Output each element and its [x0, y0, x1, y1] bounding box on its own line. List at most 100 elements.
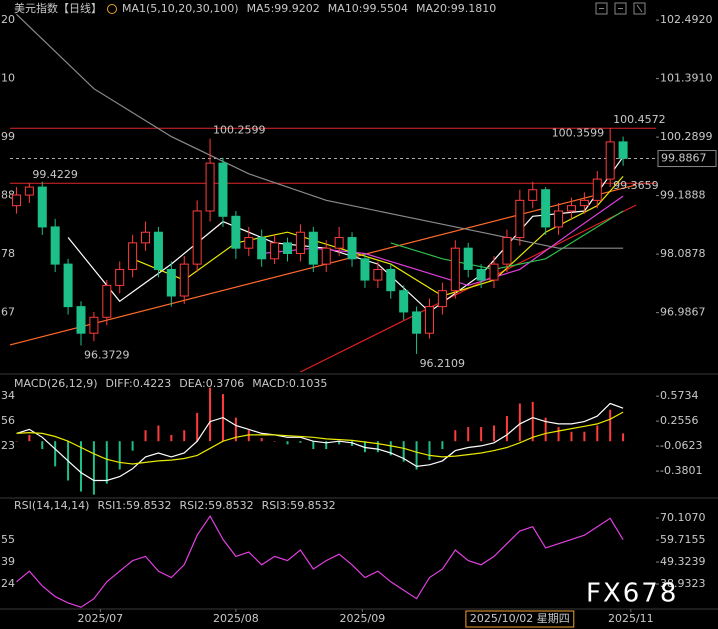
- legend-entry: MA5:99.9202: [247, 2, 320, 15]
- macd-bar: [531, 401, 534, 442]
- panel-title: 美元指数【日线】: [14, 1, 102, 15]
- series-line: [67, 156, 624, 313]
- y-tick-left-label: 10: [1, 72, 15, 85]
- macd-bar: [312, 441, 315, 450]
- macd-bar: [105, 441, 108, 484]
- candle-body: [295, 231, 305, 254]
- trend-line: [9, 184, 637, 346]
- candle-body: [283, 242, 293, 254]
- x-tick-label: 2025/08: [213, 612, 259, 625]
- macd-bar: [505, 416, 508, 442]
- candle-body: [166, 268, 176, 297]
- y-tick-left-label: 34: [1, 389, 15, 402]
- legend-entry: MA10:99.5504: [328, 2, 408, 15]
- current-box: [657, 150, 717, 168]
- macd-bar: [131, 441, 134, 451]
- macd-bar: [15, 441, 18, 442]
- candle-body: [334, 237, 344, 249]
- candle-body: [399, 290, 409, 313]
- candle-body: [115, 268, 125, 286]
- candle-body: [412, 311, 422, 334]
- macd-bar: [622, 433, 625, 442]
- macd-bar: [454, 430, 457, 442]
- macd-bar: [299, 441, 302, 443]
- icon[interactable]: [614, 2, 627, 15]
- candle-body: [24, 186, 34, 196]
- y-tick-label: 99.1888: [660, 189, 706, 202]
- candle-body: [347, 237, 357, 260]
- y-tick-label: 0.5734: [660, 389, 699, 402]
- macd-bar: [518, 403, 521, 442]
- annotation: 100.4572: [613, 113, 666, 126]
- macd-bar: [157, 425, 160, 442]
- macd-bar: [609, 409, 612, 442]
- y-tick-label: 100.2899: [660, 130, 713, 143]
- macd-bar: [351, 441, 354, 446]
- annotation: 100.3599: [552, 126, 605, 139]
- y-tick-label: 49.3239: [660, 555, 706, 568]
- macd-bar: [544, 417, 547, 442]
- macd-bar: [325, 441, 328, 450]
- macd-bar: [170, 434, 173, 442]
- candle-body: [102, 284, 112, 318]
- series-line: [16, 411, 624, 465]
- candle-body: [541, 189, 551, 228]
- candle-body: [153, 231, 163, 270]
- candle-body: [515, 199, 525, 239]
- x-tick-label: 2025/09: [340, 612, 386, 625]
- panel-title: RSI(14,14,14): [14, 499, 89, 512]
- y-tick-left-label: 56: [1, 414, 15, 427]
- macd-bar: [583, 431, 586, 442]
- legend-entry: MA20:99.1810: [416, 2, 496, 15]
- toolbar-icons[interactable]: [595, 2, 646, 15]
- candle-body: [50, 226, 60, 265]
- legend-entry: DEA:0.3706: [179, 377, 244, 390]
- macd-bar: [144, 430, 147, 442]
- macd-bar: [118, 441, 121, 470]
- y-tick-left-label: 55: [1, 533, 15, 546]
- y-tick-label: 59.7155: [660, 533, 706, 546]
- macd-bar: [557, 427, 560, 442]
- series-line: [390, 210, 624, 271]
- y-tick-left-label: 99: [1, 130, 15, 143]
- macd-bar: [260, 438, 263, 442]
- macd-bar: [183, 430, 186, 442]
- macd-bar: [41, 441, 44, 450]
- y-tick-label: 38.9323: [660, 577, 706, 590]
- candle-body: [218, 162, 228, 217]
- icon[interactable]: [633, 2, 646, 15]
- candle-body: [308, 231, 318, 265]
- candle-body: [450, 247, 460, 292]
- macd-bar: [480, 427, 483, 442]
- candle-body: [205, 162, 215, 212]
- macd-bar: [363, 441, 366, 453]
- macd-bar: [54, 441, 57, 467]
- candle-body: [76, 306, 86, 334]
- annotation: 100.2599: [213, 124, 266, 137]
- macd-bar: [441, 441, 444, 450]
- candle-body: [605, 141, 615, 180]
- macd-bar: [389, 441, 392, 456]
- candle-body: [502, 237, 512, 265]
- y-tick-left-label: 88: [1, 189, 15, 202]
- macd-bar: [376, 441, 379, 453]
- icon[interactable]: [595, 2, 608, 15]
- macd-bar: [196, 412, 199, 442]
- legend-entry: RSI2:59.8532: [180, 499, 254, 512]
- candle-body: [489, 263, 499, 281]
- candle-body: [257, 237, 267, 260]
- candle-body: [592, 178, 602, 201]
- macd-bar: [493, 425, 496, 442]
- macd-bar: [286, 441, 289, 445]
- annotation: 96.3729: [84, 348, 129, 361]
- annotation: 96.2109: [420, 357, 466, 370]
- y-tick-label: 0.2556: [660, 414, 699, 427]
- panel-title: MACD(26,12,9): [14, 377, 98, 390]
- macd-bar: [467, 427, 470, 442]
- macd-bar: [596, 425, 599, 442]
- title-icon: [107, 4, 117, 14]
- y-tick-label: 98.0878: [660, 247, 706, 260]
- candle-body: [566, 205, 576, 212]
- macd-bar: [338, 441, 341, 445]
- legend-entry: RSI3:59.8532: [262, 499, 336, 512]
